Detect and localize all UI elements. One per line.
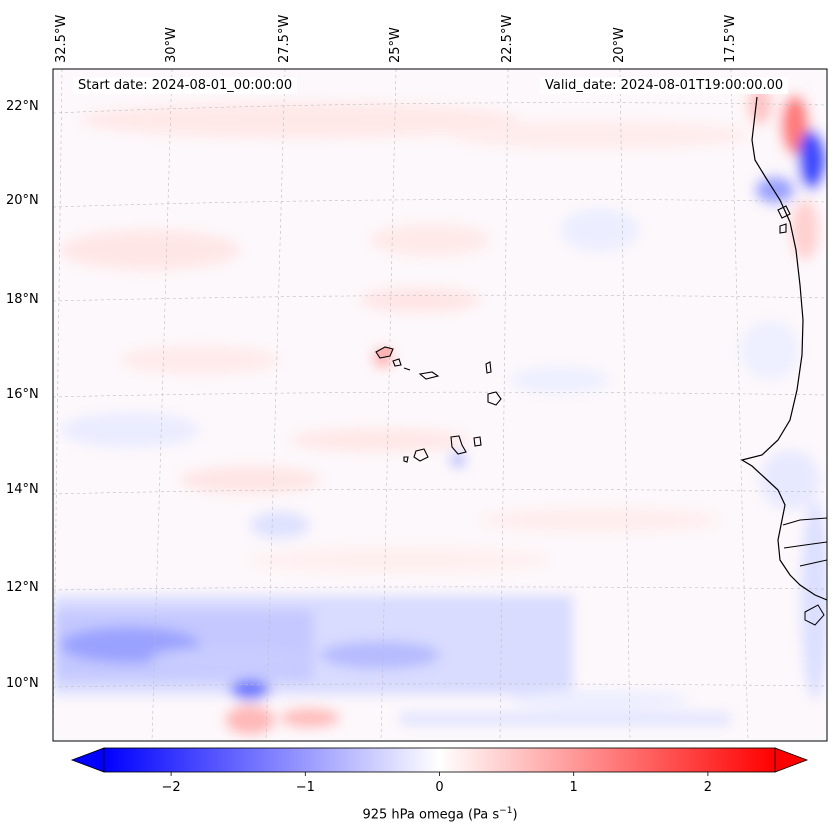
colorbar-label-text: 925 hPa omega (Pa s xyxy=(362,807,500,823)
map-frame xyxy=(52,68,828,742)
colorbar-tick-label: −1 xyxy=(295,780,315,795)
map-panel: Start date: 2024-08-01_00:00:00 Valid_da… xyxy=(6,14,828,742)
colorbar-extend-min xyxy=(70,747,105,773)
lon-label-27-5w: 27.5°W xyxy=(277,14,292,63)
valid-date-label: Valid_date: 2024-08-01T19:00:00.00 xyxy=(540,77,789,94)
cape-verde-islands xyxy=(375,205,791,463)
lon-label-17-5w: 17.5°W xyxy=(723,14,738,63)
colorbar-extend-max xyxy=(774,747,809,773)
graticule xyxy=(53,69,827,741)
start-date-label: Start date: 2024-08-01_00:00:00 xyxy=(73,77,298,94)
colorbar-gradient xyxy=(103,747,776,773)
colorbar-label: 925 hPa omega (Pa s−1) xyxy=(0,806,837,822)
lon-label-20w: 20°W xyxy=(612,27,627,63)
colorbar-tick-label: 0 xyxy=(435,780,444,795)
colorbar-tick-label: 1 xyxy=(569,780,578,795)
colorbar-label-exponent: −1 xyxy=(499,806,513,816)
lat-label-14n: 14°N xyxy=(6,482,39,497)
omega-field xyxy=(53,69,827,741)
lat-label-10n: 10°N xyxy=(6,676,39,691)
colorbar-tick-label: 2 xyxy=(703,780,713,795)
map-canvas xyxy=(52,68,828,742)
africa-coastline xyxy=(740,96,827,601)
lat-label-20n: 20°N xyxy=(6,193,39,208)
lon-label-30w: 30°W xyxy=(164,27,179,63)
lat-label-22n: 22°N xyxy=(6,99,39,114)
lon-label-32-5w: 32.5°W xyxy=(54,14,69,63)
lon-label-25w: 25°W xyxy=(388,27,403,63)
colorbar-label-close: ) xyxy=(512,807,518,823)
lat-label-18n: 18°N xyxy=(6,292,39,307)
lat-label-12n: 12°N xyxy=(6,580,39,595)
senegal-coast-detail xyxy=(782,517,827,626)
colorbar-tick-label: −2 xyxy=(161,780,181,795)
lon-label-22-5w: 22.5°W xyxy=(500,14,515,63)
colorbar-ticks xyxy=(170,772,709,776)
lat-label-16n: 16°N xyxy=(6,387,39,402)
